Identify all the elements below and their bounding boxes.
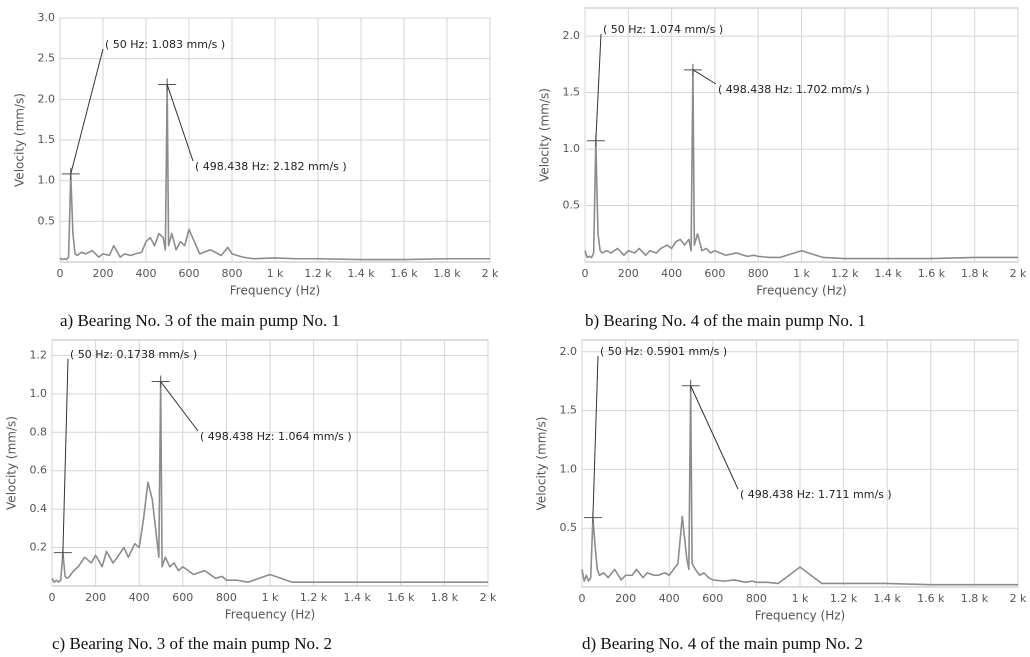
y-tick-label: 0.5	[560, 521, 578, 534]
x-tick-label: 1 k	[793, 267, 810, 280]
x-tick-label: 1.8 k	[431, 591, 459, 604]
x-tick-label: 1.2 k	[830, 592, 858, 605]
x-tick-label: 0	[49, 591, 56, 604]
annotation-label: ( 498.438 Hz: 1.064 mm/s )	[200, 430, 352, 443]
y-tick-label: 2.5	[38, 52, 56, 65]
x-tick-label: 1.2 k	[300, 591, 328, 604]
annotation-label: ( 498.438 Hz: 1.711 mm/s )	[740, 488, 892, 501]
y-tick-label: 0.2	[30, 541, 48, 554]
caption: d) Bearing No. 4 of the main pump No. 2	[582, 634, 863, 653]
x-tick-label: 1.2 k	[831, 267, 859, 280]
y-tick-label: 0.5	[38, 214, 56, 227]
x-tick-label: 0	[57, 267, 64, 280]
caption: c) Bearing No. 3 of the main pump No. 2	[52, 634, 332, 653]
spectrum-line	[59, 83, 490, 261]
x-tick-label: 1.6 k	[918, 267, 946, 280]
x-tick-label: 1.6 k	[387, 591, 415, 604]
x-tick-label: 0	[579, 592, 586, 605]
y-tick-label: 0.8	[30, 425, 48, 438]
y-axis-label: Velocity (mm/s)	[13, 93, 27, 187]
caption: a) Bearing No. 3 of the main pump No. 1	[60, 311, 340, 330]
x-tick-label: 200	[85, 591, 106, 604]
y-tick-label: 3.0	[38, 11, 56, 24]
x-tick-label: 600	[172, 591, 193, 604]
caption: b) Bearing No. 4 of the main pump No. 1	[585, 311, 866, 330]
annotation-label: ( 498.438 Hz: 2.182 mm/s )	[195, 160, 347, 173]
x-tick-label: 200	[615, 592, 636, 605]
x-tick-label: 1 k	[267, 267, 284, 280]
y-axis-label: Velocity (mm/s)	[5, 416, 19, 510]
y-tick-label: 1.0	[30, 387, 48, 400]
annotation-leader	[595, 33, 602, 141]
y-tick-label: 1.0	[563, 142, 581, 155]
annotation-label: ( 50 Hz: 0.1738 mm/s )	[70, 348, 197, 361]
spectrum-line	[581, 384, 1018, 586]
x-tick-label: 2 k	[1010, 592, 1027, 605]
x-tick-label: 400	[136, 267, 157, 280]
x-axis-label: Frequency (Hz)	[230, 284, 321, 298]
annotation-leader	[70, 48, 104, 175]
spectrum-line	[51, 380, 488, 583]
y-tick-label: 0.6	[30, 464, 48, 477]
x-tick-label: 600	[179, 267, 200, 280]
x-tick-label: 200	[618, 267, 639, 280]
y-tick-label: 1.2	[30, 348, 48, 361]
x-tick-label: 1.8 k	[961, 267, 989, 280]
y-tick-label: 1.0	[38, 174, 56, 187]
y-tick-label: 0.4	[30, 502, 48, 515]
x-tick-label: 800	[216, 591, 237, 604]
x-tick-label: 2 k	[480, 591, 497, 604]
spectrum-line	[584, 69, 1018, 260]
x-tick-label: 400	[659, 592, 680, 605]
x-tick-label: 200	[93, 267, 114, 280]
x-tick-label: 1.2 k	[304, 267, 332, 280]
x-axis-label: Frequency (Hz)	[225, 608, 316, 622]
annotation-leader	[692, 69, 717, 85]
x-tick-label: 600	[702, 592, 723, 605]
y-axis-label: Velocity (mm/s)	[535, 417, 549, 511]
y-tick-label: 2.0	[38, 92, 56, 105]
x-tick-label: 800	[748, 267, 769, 280]
annotation-leader	[166, 84, 194, 162]
x-tick-label: 400	[661, 267, 682, 280]
annotation-leader	[160, 381, 199, 432]
y-axis-label: Velocity (mm/s)	[538, 88, 552, 182]
x-tick-label: 1.8 k	[433, 267, 461, 280]
x-tick-label: 800	[222, 267, 243, 280]
x-axis-label: Frequency (Hz)	[755, 609, 846, 623]
annotation-label: ( 50 Hz: 0.5901 mm/s )	[600, 345, 727, 358]
y-tick-label: 1.0	[560, 462, 578, 475]
annotation-label: ( 50 Hz: 1.083 mm/s )	[105, 38, 225, 51]
y-tick-label: 1.5	[563, 86, 581, 99]
annotation-label: ( 50 Hz: 1.074 mm/s )	[603, 23, 723, 36]
x-tick-label: 1.4 k	[874, 592, 902, 605]
y-tick-label: 0.5	[563, 199, 581, 212]
annotation-leader	[592, 355, 599, 518]
x-tick-label: 1.6 k	[390, 267, 418, 280]
x-tick-label: 800	[746, 592, 767, 605]
y-tick-label: 2.0	[560, 345, 578, 358]
x-tick-label: 0	[582, 267, 589, 280]
x-tick-label: 2 k	[1010, 267, 1027, 280]
annotation-leader	[62, 358, 69, 553]
x-tick-label: 1.8 k	[961, 592, 989, 605]
x-tick-label: 1.4 k	[874, 267, 902, 280]
x-tick-label: 2 k	[482, 267, 499, 280]
y-tick-label: 2.0	[563, 29, 581, 42]
x-tick-label: 600	[704, 267, 725, 280]
x-tick-label: 1 k	[262, 591, 279, 604]
x-tick-label: 1.6 k	[917, 592, 945, 605]
x-tick-label: 1.4 k	[347, 267, 375, 280]
annotation-label: ( 498.438 Hz: 1.702 mm/s )	[718, 83, 870, 96]
y-tick-label: 1.5	[38, 133, 56, 146]
x-tick-label: 1.4 k	[344, 591, 372, 604]
x-axis-label: Frequency (Hz)	[756, 284, 847, 298]
annotation-leader	[690, 385, 739, 490]
x-tick-label: 400	[129, 591, 150, 604]
x-tick-label: 1 k	[792, 592, 809, 605]
y-tick-label: 1.5	[560, 404, 578, 417]
